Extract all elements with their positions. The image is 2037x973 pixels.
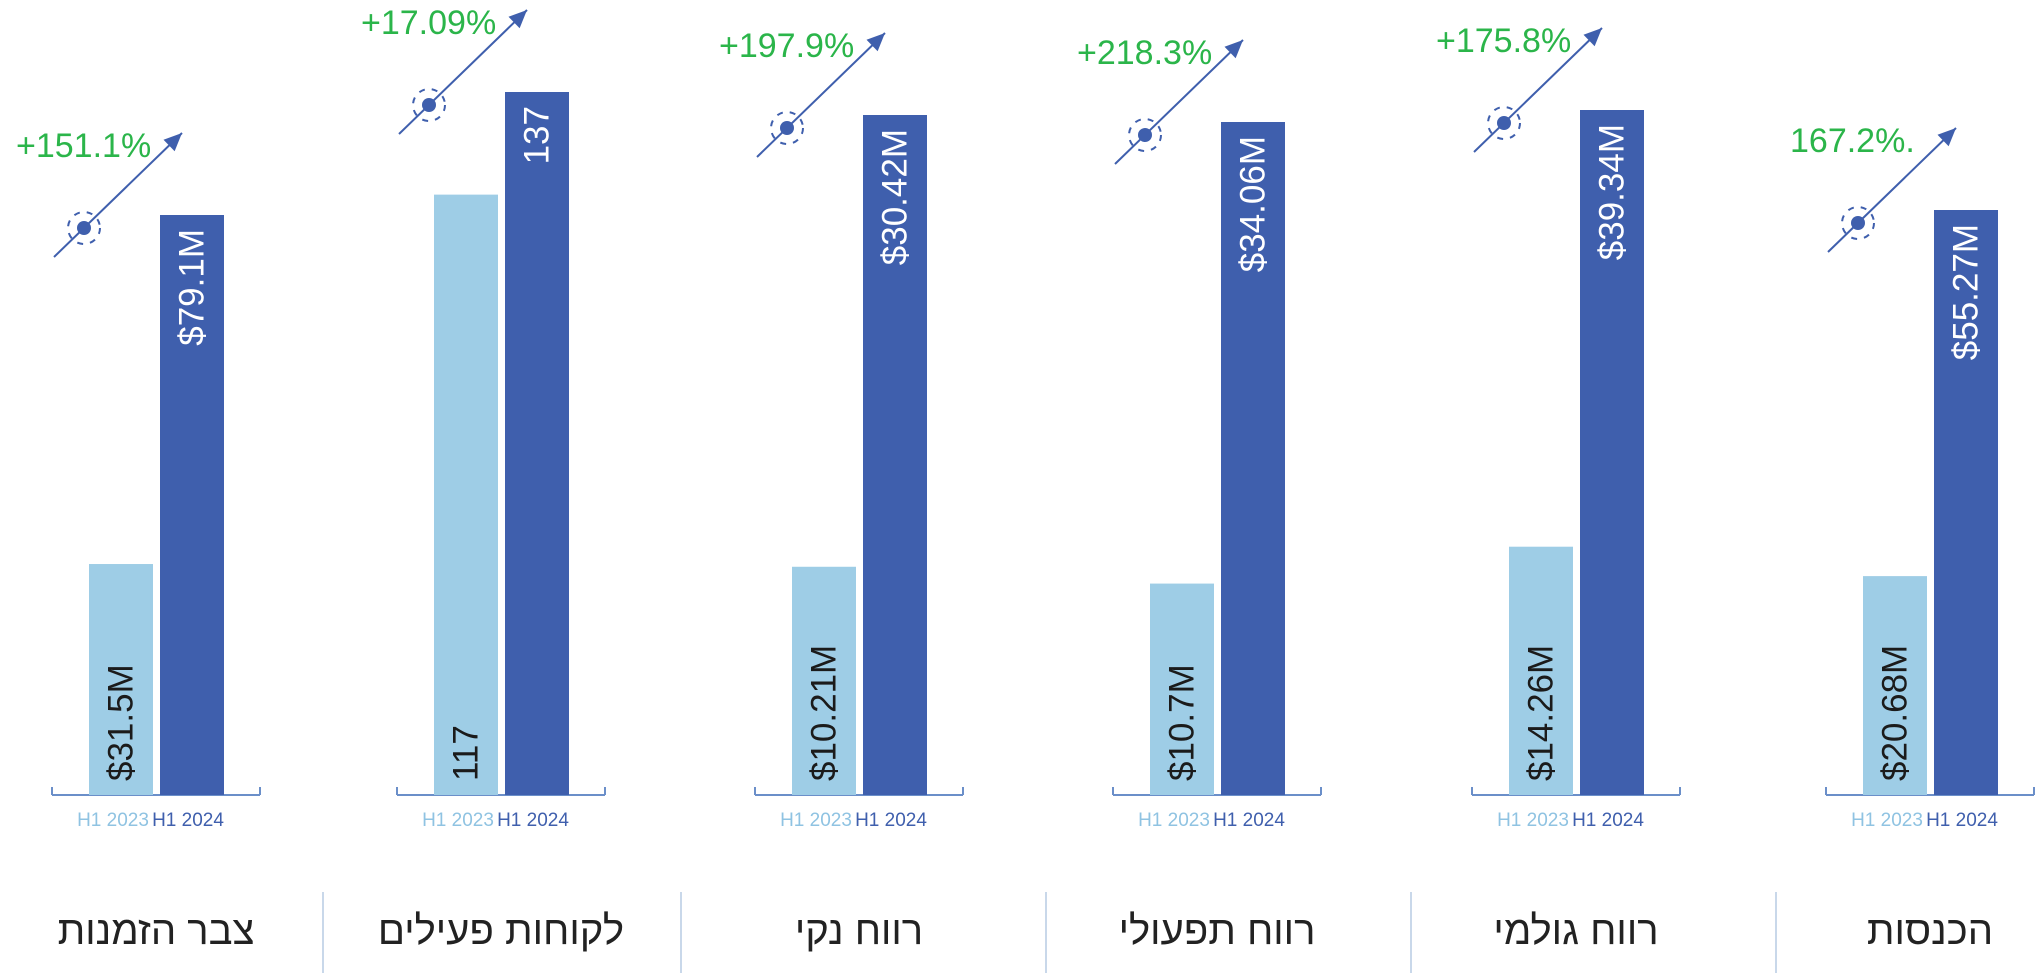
bar-value-label: $20.68M bbox=[1876, 645, 1915, 781]
bar-h1-2024 bbox=[505, 92, 569, 795]
bar-value-label: 137 bbox=[518, 106, 557, 164]
bar-value-label: $34.06M bbox=[1234, 136, 1273, 272]
category-label: H1 2023 bbox=[1497, 810, 1569, 831]
chart-title: רווח תפעולי bbox=[1119, 909, 1316, 953]
growth-arrow-line bbox=[756, 32, 886, 158]
category-label: H1 2023 bbox=[780, 810, 852, 831]
category-label: H1 2024 bbox=[1926, 810, 1998, 831]
bar-h1-2024 bbox=[1221, 122, 1285, 795]
category-label: H1 2023 bbox=[422, 810, 494, 831]
chart-group-1: 117 H1 2023 137 H1 2024 +17.09% לקוחות פעילים bbox=[361, 4, 624, 953]
growth-arrow-head bbox=[163, 133, 182, 152]
growth-percentage: 167.2%. bbox=[1790, 122, 1915, 160]
target-icon bbox=[412, 88, 446, 122]
category-label: H1 2023 bbox=[1138, 810, 1210, 831]
growth-arrow-line bbox=[398, 9, 528, 135]
growth-arrow-head bbox=[866, 33, 885, 52]
bar-value-label: $55.27M bbox=[1947, 224, 1986, 360]
category-label: H1 2024 bbox=[152, 810, 224, 831]
chart-title: לקוחות פעילים bbox=[378, 909, 624, 953]
bar-h1-2023 bbox=[1509, 546, 1573, 795]
growth-percentage: +151.1% bbox=[16, 127, 151, 165]
growth-percentage: +175.8% bbox=[1436, 22, 1571, 60]
chart-group-4: $14.26M H1 2023 $39.34M H1 2024 +175.8% רווח … bbox=[1436, 22, 1681, 953]
growth-arrow-head bbox=[1583, 28, 1602, 47]
bar-value-label: $79.1M bbox=[173, 229, 212, 346]
bar-h1-2024 bbox=[863, 115, 927, 795]
bar-h1-2023 bbox=[434, 194, 498, 795]
category-label: H1 2023 bbox=[1851, 810, 1923, 831]
chart-title: רווח נקי bbox=[795, 909, 923, 953]
growth-arrow-line bbox=[53, 132, 183, 258]
category-label: H1 2023 bbox=[77, 810, 149, 831]
growth-arrow-line bbox=[1473, 27, 1603, 153]
target-icon bbox=[1128, 118, 1162, 152]
chart-title: צבר הזמנות bbox=[58, 909, 255, 953]
target-icon bbox=[1487, 106, 1521, 140]
category-label: H1 2024 bbox=[1572, 810, 1644, 831]
bar-value-label: $31.5M bbox=[102, 664, 141, 781]
chart-group-2: $10.21M H1 2023 $30.42M H1 2024 +197.9% רווח … bbox=[719, 27, 964, 953]
chart-group-0: $31.5M H1 2023 $79.1M H1 2024 +151.1% צבר הזמ… bbox=[16, 127, 261, 953]
target-icon bbox=[770, 111, 804, 145]
growth-percentage: +197.9% bbox=[719, 27, 854, 65]
target-icon bbox=[67, 211, 101, 245]
chart-group-3: $10.7M H1 2023 $34.06M H1 2024 +218.3% רווח ת… bbox=[1077, 34, 1322, 953]
category-label: H1 2024 bbox=[497, 810, 569, 831]
bar-value-label: 117 bbox=[447, 725, 486, 781]
growth-percentage: +17.09% bbox=[361, 4, 496, 42]
bar-value-label: $14.26M bbox=[1522, 645, 1561, 781]
category-label: H1 2024 bbox=[1213, 810, 1285, 831]
growth-percentage: +218.3% bbox=[1077, 34, 1212, 72]
bar-h1-2023 bbox=[1863, 576, 1927, 795]
chart-group-5: $20.68M H1 2023 $55.27M H1 2024 167.2%. הכנסו… bbox=[1790, 122, 2035, 953]
bar-value-label: $30.42M bbox=[876, 129, 915, 265]
bar-h1-2024 bbox=[160, 215, 224, 795]
bar-value-label: $39.34M bbox=[1593, 124, 1632, 260]
bar-h1-2023 bbox=[89, 564, 153, 795]
bar-value-label: $10.7M bbox=[1163, 664, 1202, 781]
chart-title: הכנסות bbox=[1867, 909, 1993, 953]
category-label: H1 2024 bbox=[855, 810, 927, 831]
growth-arrow-head bbox=[1224, 40, 1243, 59]
bar-h1-2024 bbox=[1934, 210, 1998, 795]
chart-title: רווח גולמי bbox=[1493, 909, 1658, 953]
growth-arrow-head bbox=[1937, 128, 1956, 147]
bar-value-label: $10.21M bbox=[805, 645, 844, 781]
bar-h1-2023 bbox=[1150, 583, 1214, 795]
bar-h1-2023 bbox=[792, 566, 856, 795]
bar-h1-2024 bbox=[1580, 110, 1644, 795]
target-icon bbox=[1841, 206, 1875, 240]
growth-arrow-line bbox=[1114, 39, 1244, 165]
growth-arrow-line bbox=[1827, 127, 1957, 253]
growth-arrow-head bbox=[508, 10, 527, 29]
